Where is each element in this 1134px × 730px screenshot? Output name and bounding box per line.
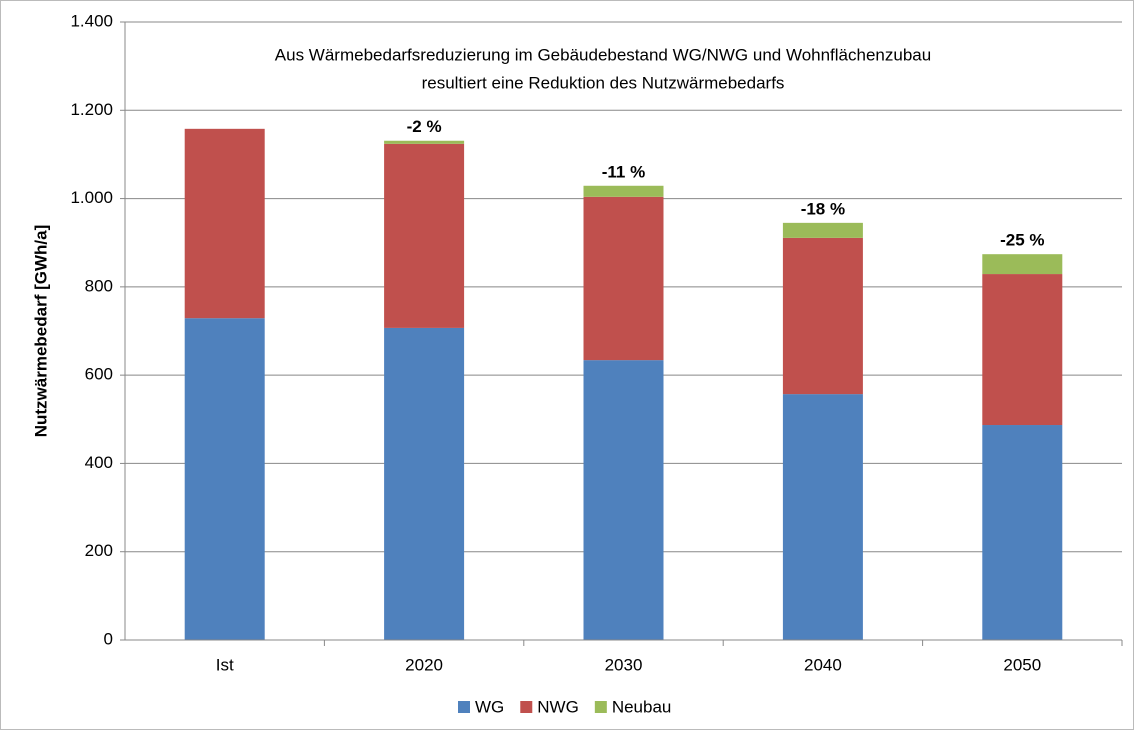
bar-segment bbox=[384, 140, 465, 144]
bar-segment bbox=[384, 143, 465, 328]
bar-annotation: -25 % bbox=[1000, 231, 1044, 250]
x-tick-label: Ist bbox=[216, 655, 234, 674]
y-tick-label: 600 bbox=[85, 365, 113, 384]
chart-title: Aus Wärmebedarfsreduzierung im Gebäudebe… bbox=[275, 45, 931, 64]
legend-label: NWG bbox=[537, 697, 579, 716]
bar-segment bbox=[184, 318, 265, 640]
bar-annotation: -2 % bbox=[407, 117, 442, 136]
bar-segment bbox=[982, 254, 1063, 275]
y-tick-label: 400 bbox=[85, 453, 113, 472]
y-tick-label: 1.400 bbox=[70, 11, 113, 30]
y-tick-label: 200 bbox=[85, 541, 113, 560]
bar-annotation: -18 % bbox=[801, 199, 845, 218]
bar-segment bbox=[782, 237, 863, 395]
legend-label: WG bbox=[475, 697, 504, 716]
bar-segment bbox=[384, 327, 465, 640]
bar-segment bbox=[782, 222, 863, 238]
x-tick-label: 2050 bbox=[1003, 655, 1041, 674]
legend-swatch bbox=[458, 701, 470, 713]
chart-title: resultiert eine Reduktion des Nutzwärmeb… bbox=[422, 73, 785, 92]
y-tick-label: 0 bbox=[104, 629, 113, 648]
x-tick-label: 2040 bbox=[804, 655, 842, 674]
y-tick-label: 1.000 bbox=[70, 188, 113, 207]
x-tick-label: 2030 bbox=[605, 655, 643, 674]
legend-swatch bbox=[520, 701, 533, 713]
y-tick-label: 800 bbox=[85, 276, 113, 295]
y-tick-label: 1.200 bbox=[70, 100, 113, 119]
y-axis-label: Nutzwärmebedarf [GWh/a] bbox=[31, 225, 50, 438]
legend-label: Neubau bbox=[612, 697, 672, 716]
bar-segment bbox=[782, 394, 863, 640]
bar-segment bbox=[982, 274, 1063, 426]
bar-annotation: -11 % bbox=[602, 162, 645, 181]
bar-segment bbox=[583, 185, 664, 197]
legend-swatch bbox=[594, 701, 607, 713]
bar-segment bbox=[583, 360, 664, 640]
x-tick-label: 2020 bbox=[405, 655, 443, 674]
bar-segment bbox=[982, 425, 1063, 640]
bar-segment bbox=[184, 128, 265, 319]
bar-segment bbox=[583, 196, 664, 361]
